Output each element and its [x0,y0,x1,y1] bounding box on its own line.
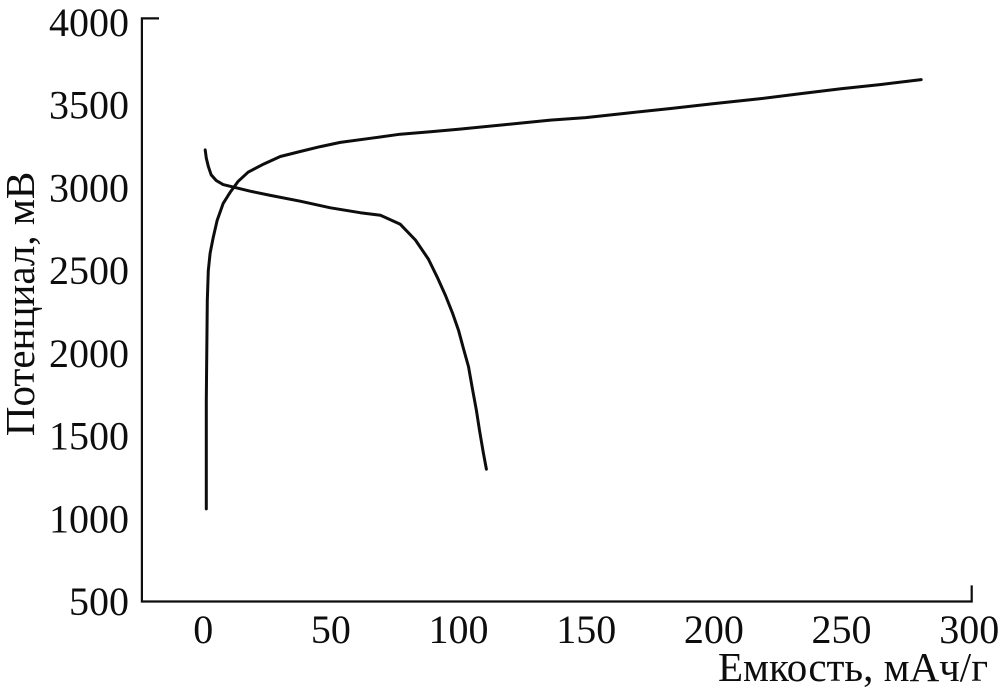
y-axis-title: Потенциал, мВ [0,172,43,436]
x-tick-label: 250 [812,607,872,652]
y-tick-label: 1000 [49,496,129,541]
y-tick-label: 2500 [49,248,129,293]
y-tick-label: 3000 [49,165,129,210]
x-tick-label: 100 [429,607,489,652]
axis-spines [140,17,973,603]
y-tick-label: 1500 [49,414,129,459]
y-tick-label: 500 [69,579,129,624]
y-tick-label: 3500 [49,83,129,128]
x-tick-label: 200 [684,607,744,652]
curves-group [203,78,923,511]
axes-group [140,17,973,603]
x-tick-label: 150 [556,607,616,652]
x-axis-title: Емкость, мАч/г [718,644,988,690]
charge-curve [204,78,923,511]
x-tick-label: 0 [193,607,213,652]
y-tick-label: 2000 [49,331,129,376]
x-tick-label: 50 [311,607,351,652]
y-tick-label: 4000 [49,0,129,45]
x-tick-label: 300 [939,607,999,652]
tick-labels-group: 500 1000 1500 2000 2500 3000 3500 4000 0 50 100 150… [49,0,999,652]
discharge-curve [203,148,488,471]
